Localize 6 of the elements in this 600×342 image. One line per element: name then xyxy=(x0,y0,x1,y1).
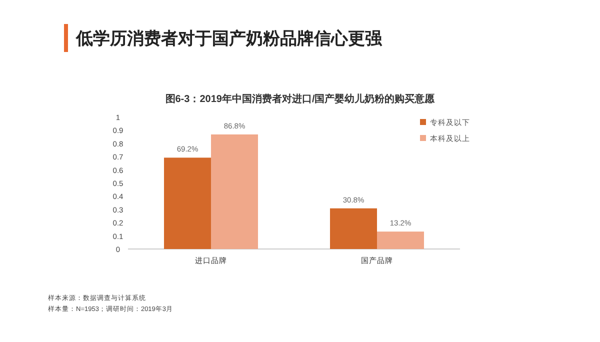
chart-subtitle: 图6-3：2019年中国消费者对进口/国产婴幼儿奶粉的购买意愿 xyxy=(165,93,436,105)
bar xyxy=(330,208,377,249)
bar xyxy=(211,134,258,249)
chart-title: 低学历消费者对于国产奶粉品牌信心更强 xyxy=(75,29,383,48)
bar xyxy=(164,158,211,249)
bar xyxy=(377,232,424,249)
